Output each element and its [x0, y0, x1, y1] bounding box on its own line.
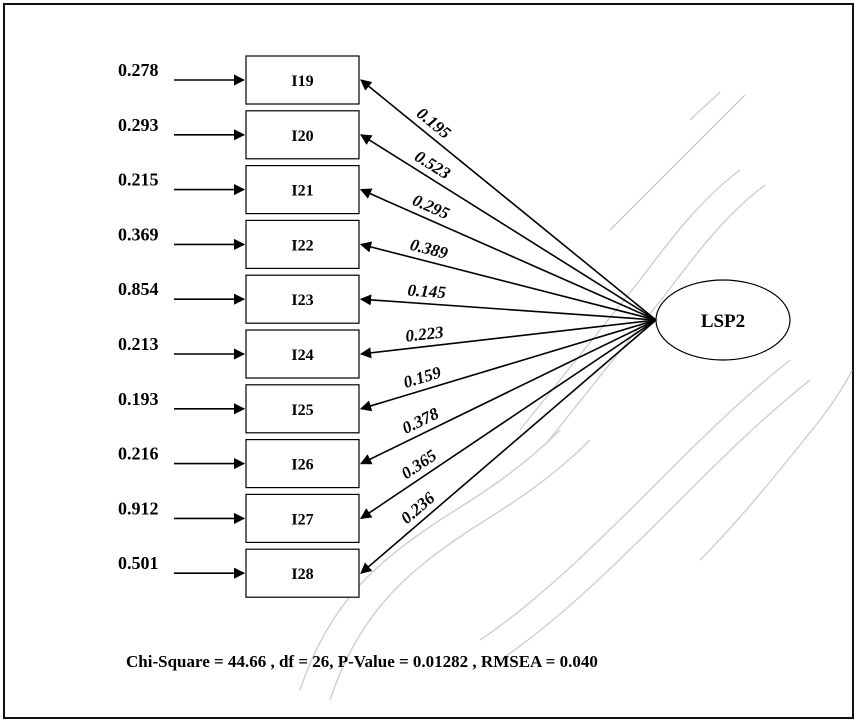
- loading-arrow: [361, 320, 656, 573]
- error-variance-label: 0.213: [118, 334, 159, 354]
- error-variance-label: 0.369: [118, 224, 159, 244]
- loading-arrow: [361, 80, 656, 320]
- error-variance-label: 0.293: [118, 115, 159, 135]
- item-label: I28: [291, 566, 313, 583]
- loading-label: 0.365: [398, 446, 441, 483]
- item-label: I20: [291, 128, 313, 145]
- fit-statistics: Chi-Square = 44.66 , df = 26, P-Value = …: [126, 652, 598, 671]
- watermark: [300, 92, 852, 700]
- loading-arrow: [361, 190, 656, 320]
- error-variance-label: 0.278: [118, 60, 159, 80]
- loading-label: 0.378: [399, 404, 442, 438]
- item-label: I27: [291, 511, 313, 528]
- loading-label: 0.223: [404, 322, 445, 345]
- error-variance-label: 0.215: [118, 170, 159, 190]
- error-variance-label: 0.854: [118, 279, 159, 299]
- item-label: I26: [291, 457, 313, 474]
- loading-label: 0.295: [410, 190, 453, 223]
- loading-label: 0.523: [411, 147, 454, 184]
- loading-arrow: [361, 244, 656, 320]
- error-variance-label: 0.912: [118, 498, 159, 518]
- loading-label: 0.195: [413, 104, 455, 143]
- item-label: I23: [291, 292, 313, 309]
- item-label: I19: [291, 73, 313, 90]
- item-label: I24: [291, 347, 313, 364]
- error-variance-label: 0.216: [118, 444, 159, 464]
- loading-label: 0.159: [401, 363, 444, 392]
- loading-label: 0.145: [407, 280, 447, 302]
- error-variance-label: 0.501: [118, 553, 159, 573]
- loading-label: 0.236: [397, 488, 439, 528]
- loading-arrow: [361, 299, 656, 320]
- latent-variable-label: LSP2: [701, 311, 745, 332]
- item-label: I25: [291, 402, 313, 419]
- error-variance-label: 0.193: [118, 389, 159, 409]
- item-label: I22: [291, 237, 313, 254]
- item-label: I21: [291, 183, 313, 200]
